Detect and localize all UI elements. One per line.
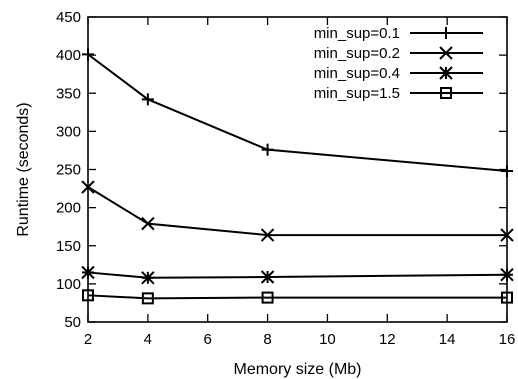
plot-frame — [87, 16, 508, 323]
marker-stroke — [439, 46, 453, 60]
y-tick-label: 100 — [56, 276, 81, 293]
y-tick-label: 50 — [64, 314, 81, 331]
data-point — [141, 93, 154, 106]
marker-stroke — [141, 292, 154, 305]
legend-label: min_sup=0.2 — [314, 45, 400, 62]
marker-stroke — [261, 291, 274, 304]
y-tick-label: 300 — [56, 123, 81, 140]
y-tick-label: 450 — [56, 9, 81, 26]
legend-marker — [439, 66, 453, 80]
y-tick-label: 150 — [56, 238, 81, 255]
x-tick-label: 16 — [499, 331, 516, 348]
legend-label: min_sup=0.1 — [314, 25, 400, 42]
x-tick-label: 8 — [263, 331, 271, 348]
legend-marker — [439, 46, 453, 60]
legend-item: min_sup=0.4 — [314, 65, 483, 82]
y-axis-ticks: 50 100 150 200 250 300 350 400 450 — [56, 9, 507, 331]
series-layer — [81, 48, 514, 305]
legend-marker — [440, 87, 452, 99]
x-tick-label: 12 — [379, 331, 396, 348]
x-tick-label: 2 — [84, 331, 92, 348]
series-line — [87, 186, 507, 237]
x-tick-label: 14 — [439, 331, 456, 348]
legend-marker — [440, 27, 452, 39]
legend: min_sup=0.1 min_sup=0.2 min_sup=0.4 min_sup… — [314, 25, 483, 102]
series-star — [81, 265, 514, 285]
series-line — [87, 294, 507, 300]
marker-stroke — [440, 87, 452, 99]
data-point — [260, 270, 275, 284]
x-tick-label: 10 — [319, 331, 336, 348]
data-point — [141, 216, 155, 231]
series-line — [87, 53, 508, 173]
y-axis-title: Runtime (seconds) — [15, 102, 32, 236]
data-point — [141, 292, 154, 305]
data-point — [261, 143, 274, 156]
x-axis-title: Memory size (Mb) — [233, 361, 361, 378]
series-square — [82, 289, 513, 305]
series-plus — [82, 48, 513, 178]
series-cross — [81, 180, 514, 242]
marker-stroke — [260, 228, 275, 242]
x-tick-label: 6 — [204, 331, 212, 348]
legend-item: min_sup=0.2 — [314, 45, 483, 62]
legend-label: min_sup=0.4 — [314, 65, 400, 82]
data-point — [260, 228, 275, 242]
series-line — [87, 271, 508, 279]
marker-stroke — [141, 216, 155, 231]
data-point — [261, 291, 274, 304]
y-tick-label: 350 — [56, 85, 81, 102]
y-tick-label: 400 — [56, 47, 81, 64]
x-tick-label: 4 — [144, 331, 152, 348]
legend-label: min_sup=1.5 — [314, 85, 400, 102]
y-tick-label: 250 — [56, 162, 81, 179]
y-tick-label: 200 — [56, 200, 81, 217]
data-point — [141, 271, 155, 285]
legend-item: min_sup=0.1 — [314, 25, 483, 42]
legend-item: min_sup=1.5 — [314, 85, 483, 102]
